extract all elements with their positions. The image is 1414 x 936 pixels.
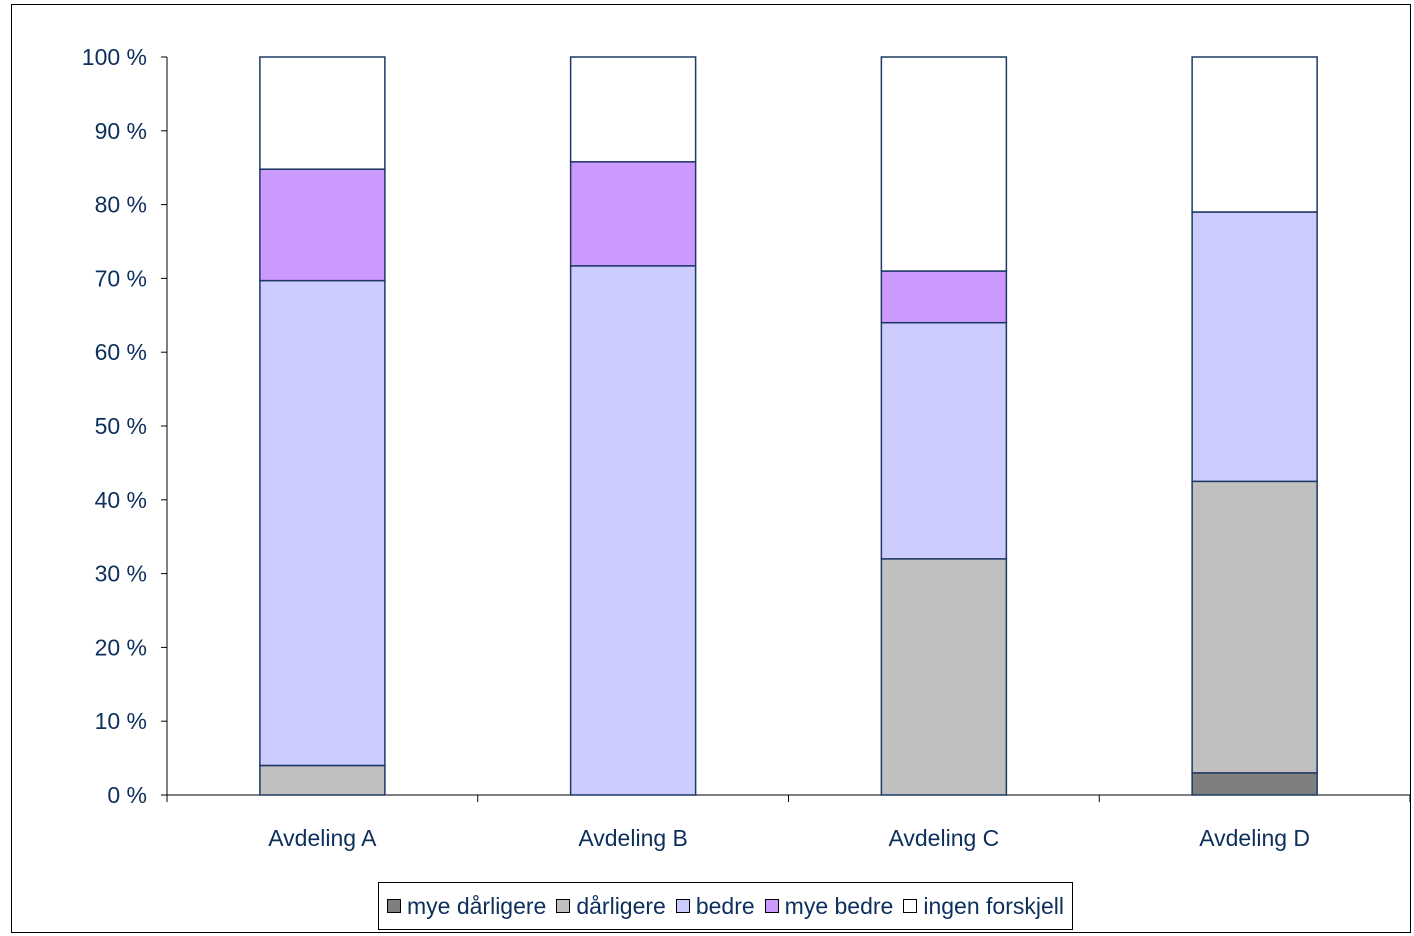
bar-segment	[1191, 56, 1318, 213]
y-tick-label: 60 %	[95, 339, 147, 365]
bar-segment	[569, 265, 697, 796]
bar-segment	[1191, 211, 1318, 483]
bar-segment	[880, 270, 1008, 324]
stacked-bar-chart: 0 % 10 % 20 % 30 % 40 % 50 % 60 % 70 % 80 % 90 % 1…	[82, 44, 1411, 851]
bar-segment	[569, 161, 697, 267]
legend-item: bedre	[675, 892, 755, 920]
legend: mye dårligere dårligere bedre mye bedre inge…	[378, 882, 1073, 930]
bar-stack	[880, 56, 1008, 796]
legend-item: mye dårligere	[387, 893, 546, 920]
legend-label: mye dårligere	[407, 892, 547, 919]
bar-segment	[880, 321, 1008, 560]
bar-segment	[569, 56, 697, 163]
bar-segment	[1191, 480, 1318, 774]
x-tick-label: Avdeling A	[268, 825, 377, 851]
x-axis: Avdeling A Avdeling B Avdeling C Avdeling D	[166, 794, 1411, 851]
legend-item: dårligere	[556, 893, 666, 920]
legend-swatch	[675, 899, 690, 913]
x-tick-label: Avdeling B	[578, 825, 688, 851]
legend-swatch	[387, 899, 401, 913]
bar-segment	[259, 279, 386, 767]
y-axis: 0 % 10 % 20 % 30 % 40 % 50 % 60 % 70 % 80 % 90 % 1…	[82, 44, 168, 808]
bar-segment	[880, 558, 1008, 796]
y-tick-label: 100 %	[82, 44, 147, 70]
legend-item: mye bedre	[764, 892, 894, 920]
y-tick-label: 40 %	[95, 487, 147, 513]
chart-frame	[11, 4, 1411, 933]
legend-label: dårligere	[576, 892, 666, 919]
bar-stack	[1191, 56, 1318, 796]
bar-segment	[1191, 772, 1318, 796]
legend-swatch	[556, 899, 571, 913]
bar-segment	[259, 168, 386, 282]
y-tick-label: 10 %	[95, 708, 147, 734]
y-tick-label: 70 %	[95, 265, 147, 291]
y-tick-label: 50 %	[95, 413, 147, 439]
legend-label: mye bedre	[784, 892, 894, 919]
y-tick-label: 30 %	[95, 561, 147, 587]
bars	[259, 56, 1318, 796]
legend-label: bedre	[695, 892, 755, 919]
legend-item: ingen forskjell	[903, 893, 1064, 920]
y-tick-label: 90 %	[95, 118, 147, 144]
y-tick-label: 0 %	[107, 782, 147, 808]
bar-segment	[880, 56, 1008, 272]
x-tick-label: Avdeling D	[1199, 825, 1310, 851]
bar-stack	[569, 56, 697, 796]
bar-stack	[259, 56, 386, 796]
legend-label: ingen forskjell	[923, 892, 1064, 919]
legend-swatch	[903, 899, 918, 913]
y-tick-label: 80 %	[95, 192, 147, 218]
legend-swatch	[764, 899, 779, 913]
bar-segment	[259, 764, 386, 796]
bar-segment	[259, 56, 386, 170]
y-tick-label: 20 %	[95, 634, 147, 660]
x-tick-label: Avdeling C	[888, 825, 999, 851]
